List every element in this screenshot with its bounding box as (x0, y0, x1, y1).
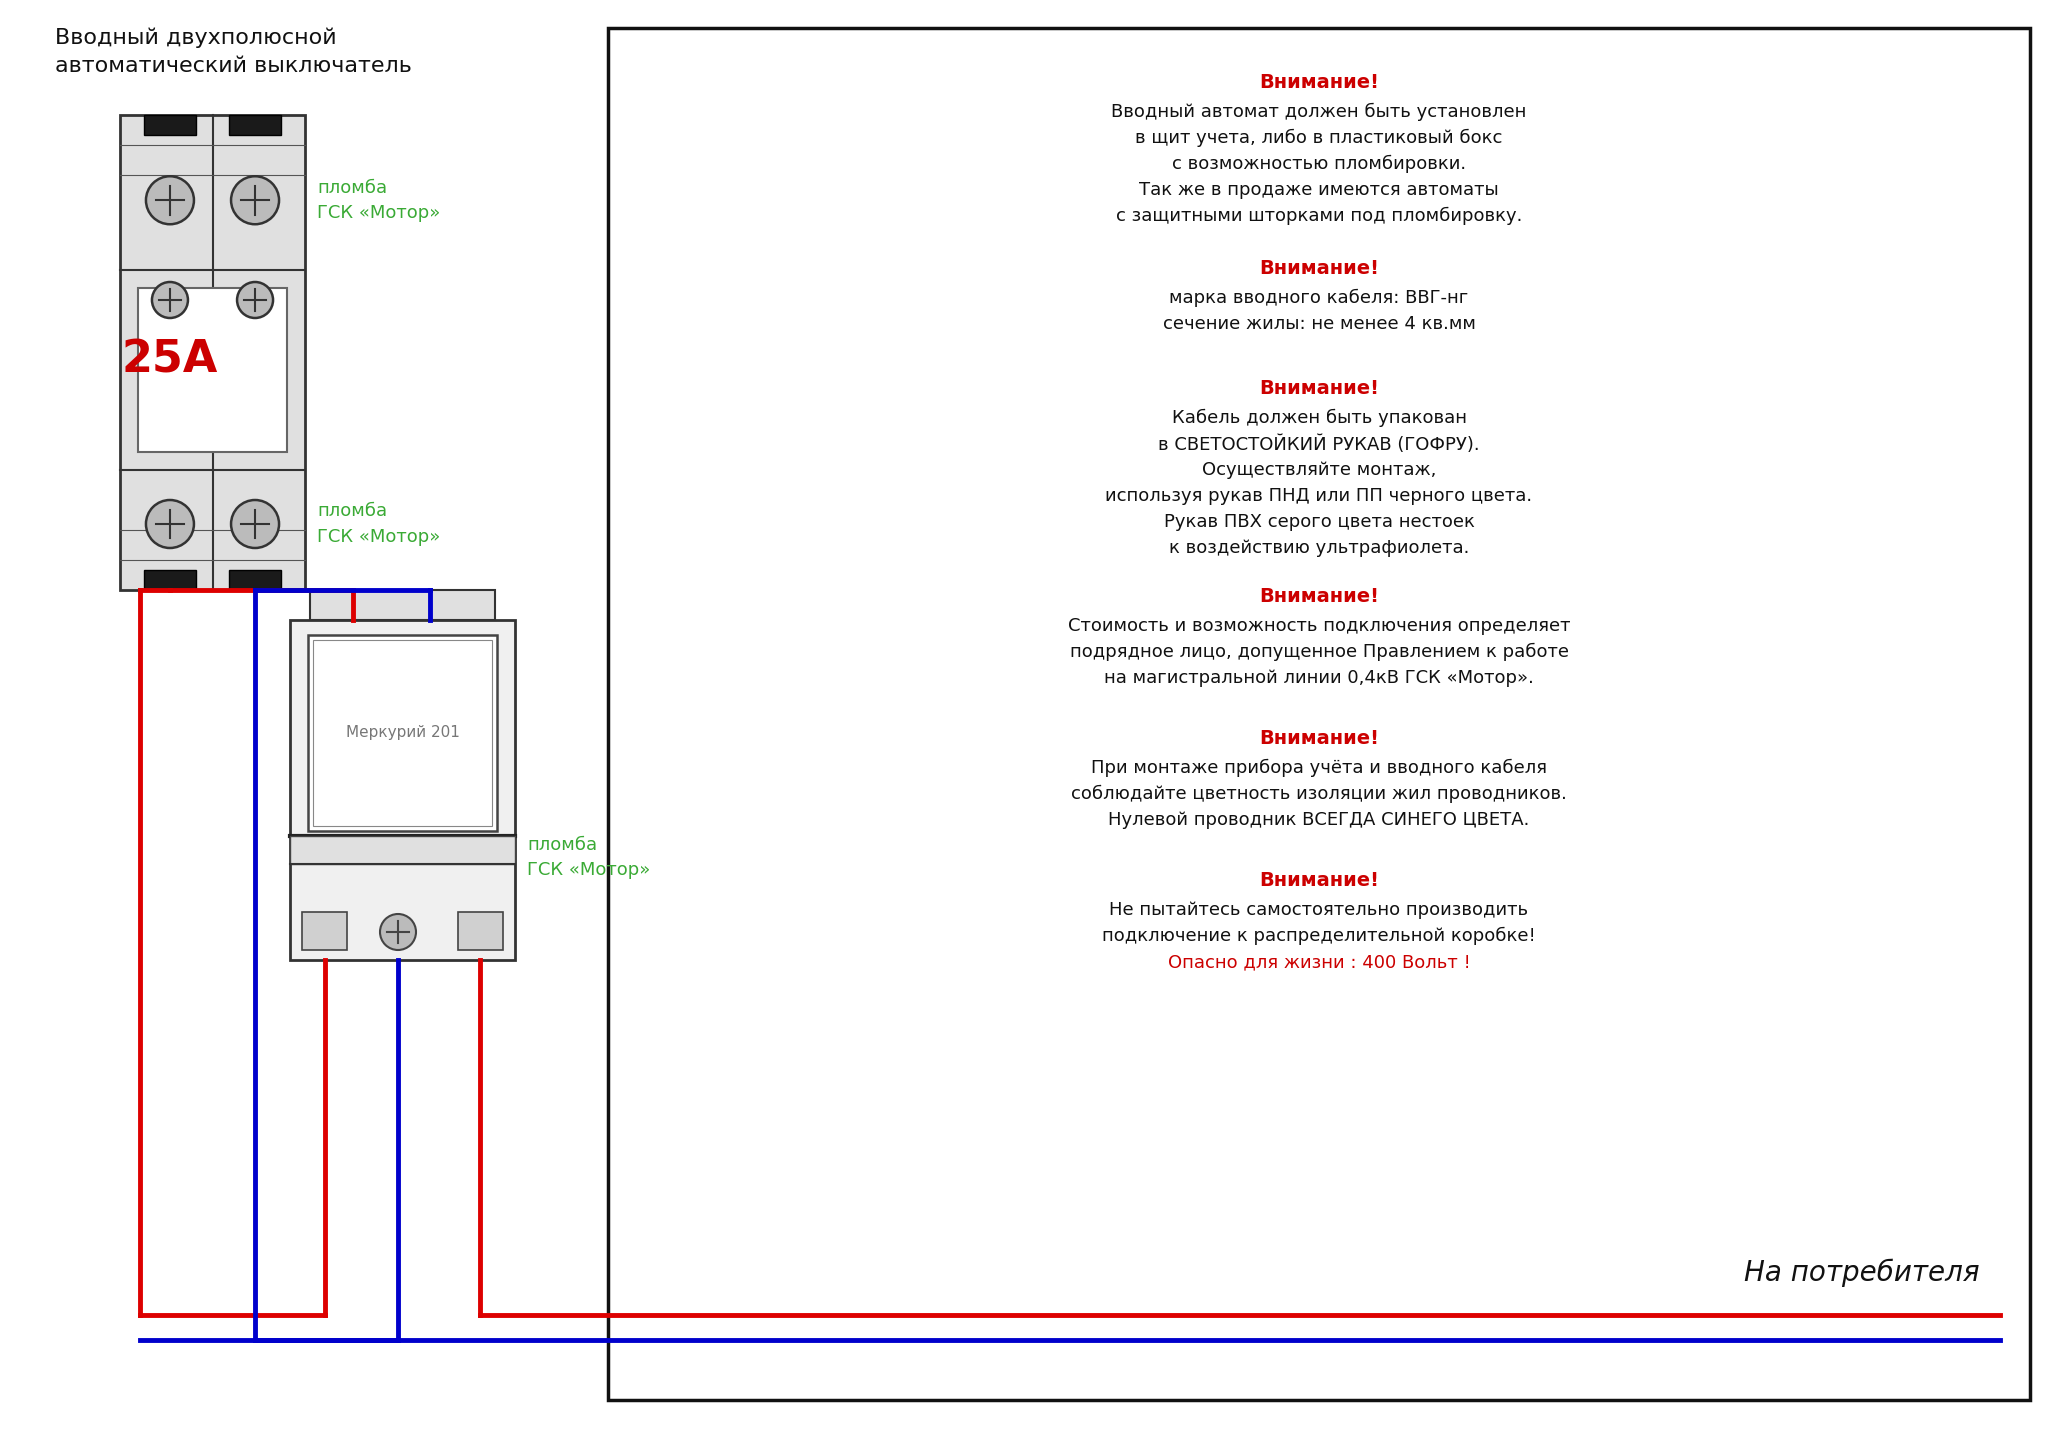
Text: марка вводного кабеля: ВВГ-нг
сечение жилы: не менее 4 кв.мм: марка вводного кабеля: ВВГ-нг сечение жи… (1163, 290, 1475, 333)
Circle shape (231, 177, 279, 224)
Text: Внимание!: Внимание! (1260, 872, 1378, 891)
Circle shape (145, 177, 195, 224)
Bar (121, 114, 305, 589)
Bar (307, 636, 498, 831)
Bar (137, 288, 287, 452)
Text: Внимание!: Внимание! (1260, 72, 1378, 93)
Circle shape (238, 282, 272, 319)
Text: 25А: 25А (121, 339, 219, 381)
Bar (309, 589, 496, 620)
Bar (608, 28, 2030, 1400)
Text: Внимание!: Внимание! (1260, 728, 1378, 749)
Bar (143, 114, 197, 135)
Text: Внимание!: Внимание! (1260, 586, 1378, 607)
Text: Кабель должен быть упакован
в СВЕТОСТОЙКИЙ РУКАВ (ГОФРУ).
Осуществляйте монтаж,
: Кабель должен быть упакован в СВЕТОСТОЙК… (1106, 408, 1532, 556)
Text: Не пытайтесь самостоятельно производить
подключение к распределительной коробке!: Не пытайтесь самостоятельно производить … (1102, 901, 1536, 946)
Bar (291, 620, 514, 960)
Text: пломба
ГСК «Мотор»: пломба ГСК «Мотор» (317, 178, 440, 222)
Text: Стоимость и возможность подключения определяет
подрядное лицо, допущенное Правле: Стоимость и возможность подключения опре… (1067, 617, 1571, 686)
Text: Вводный автомат должен быть установлен
в щит учета, либо в пластиковый бокс
с во: Вводный автомат должен быть установлен в… (1112, 103, 1526, 226)
Bar (291, 835, 514, 864)
Circle shape (152, 282, 188, 319)
Text: пломба
ГСК «Мотор»: пломба ГСК «Мотор» (317, 502, 440, 546)
Bar (143, 571, 197, 589)
Text: Вводный двухполюсной
автоматический выключатель: Вводный двухполюсной автоматический выкл… (55, 28, 412, 77)
Text: Меркурий 201: Меркурий 201 (346, 725, 459, 740)
Circle shape (231, 500, 279, 547)
Bar (301, 912, 346, 950)
Bar (313, 640, 492, 825)
Circle shape (381, 914, 416, 950)
Bar (459, 912, 504, 950)
Circle shape (145, 500, 195, 547)
Text: Внимание!: Внимание! (1260, 379, 1378, 398)
Text: При монтаже прибора учёта и вводного кабеля
соблюдайте цветность изоляции жил пр: При монтаже прибора учёта и вводного каб… (1071, 759, 1567, 830)
Text: пломба
ГСК «Мотор»: пломба ГСК «Мотор» (526, 837, 651, 879)
Bar (229, 571, 281, 589)
Text: Внимание!: Внимание! (1260, 259, 1378, 278)
Text: На потребителя: На потребителя (1745, 1258, 1980, 1287)
Bar (229, 114, 281, 135)
Text: Опасно для жизни : 400 Вольт !: Опасно для жизни : 400 Вольт ! (1167, 953, 1470, 972)
